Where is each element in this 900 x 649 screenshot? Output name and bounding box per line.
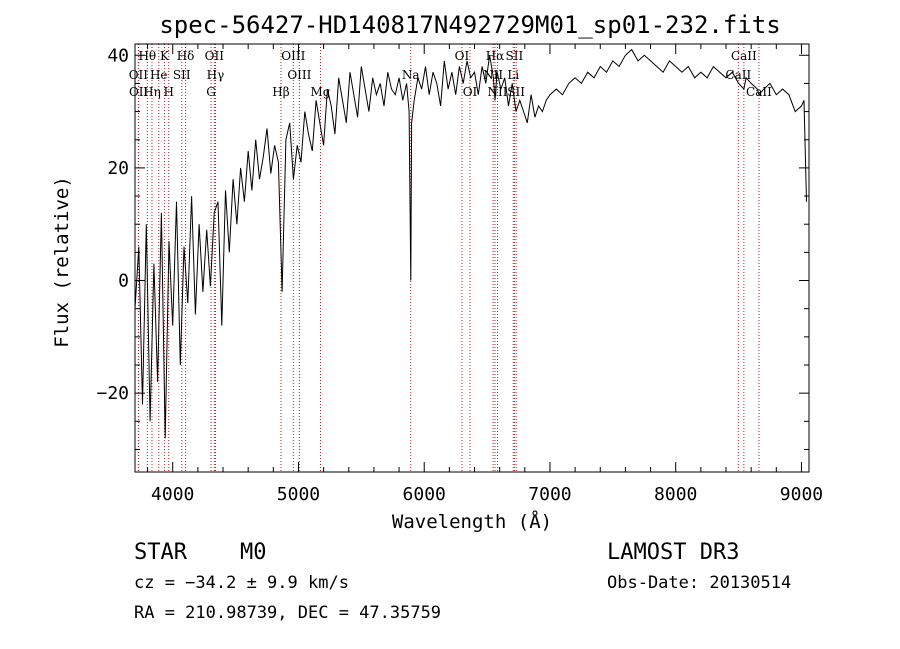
y-axis-ticks: −20 0 20 40 (96, 45, 809, 450)
line-marker-label: OII (129, 68, 149, 82)
line-marker-label: Hθ (138, 49, 156, 63)
spectrum-chart: spec-56427-HD140817N492729M01_sp01-232.f… (51, 11, 823, 533)
line-marker-label: OII (129, 85, 149, 99)
line-marker-label: Hδ (177, 49, 195, 63)
y-axis-label: Flux (relative) (51, 176, 73, 348)
coordinates-info: RA = 210.98739, DEC = 47.35759 (134, 603, 442, 623)
object-type: STAR (134, 540, 187, 565)
line-marker-label: K (160, 49, 170, 63)
x-tick-label: 5000 (277, 484, 320, 505)
line-marker-label: CaII (746, 85, 772, 99)
line-marker-label: He (150, 68, 168, 82)
y-tick-label: 0 (118, 271, 129, 292)
line-marker-label: OIII (281, 49, 305, 63)
line-marker-label: OI (455, 49, 470, 63)
spectral-subclass: M0 (240, 540, 267, 565)
y-tick-label: 20 (107, 158, 129, 179)
emission-line-markers (137, 44, 760, 472)
line-marker-label: G (206, 85, 216, 99)
observation-date: Obs-Date: 20130514 (607, 573, 792, 593)
line-marker-label: Na (402, 68, 420, 82)
survey-name: LAMOST DR3 (607, 540, 740, 565)
line-marker-label: Hγ (207, 68, 225, 82)
y-tick-label: 40 (107, 45, 129, 66)
line-marker-label: H (163, 85, 173, 99)
x-axis-label: Wavelength (Å) (392, 510, 552, 533)
chart-title: spec-56427-HD140817N492729M01_sp01-232.f… (159, 11, 780, 39)
line-marker-label: CaII (731, 49, 757, 63)
x-tick-label: 4000 (151, 484, 194, 505)
redshift-info: cz = −34.2 ± 9.9 km/s (134, 573, 349, 593)
line-marker-label: OIII (287, 68, 311, 82)
line-marker-label: Mg (310, 85, 330, 99)
flux-series-line (134, 48, 807, 439)
line-marker-label: SII (173, 68, 191, 82)
y-tick-label: −20 (96, 383, 129, 404)
x-tick-label: 9000 (780, 484, 823, 505)
line-marker-label: CaII (725, 68, 751, 82)
line-marker-label: Hη (143, 85, 161, 99)
line-marker-label: Li (507, 68, 519, 82)
line-marker-label: NII (488, 85, 508, 99)
x-tick-label: 6000 (403, 484, 446, 505)
line-marker-label: SII (506, 49, 524, 63)
line-marker-label: OI (463, 85, 478, 99)
line-marker-label: Hβ (272, 85, 289, 99)
line-marker-label: OII (205, 49, 225, 63)
plot-frame (134, 43, 810, 473)
x-axis-ticks: 4000 5000 6000 7000 8000 9000 (147, 44, 823, 505)
x-tick-label: 7000 (528, 484, 571, 505)
x-tick-label: 8000 (654, 484, 697, 505)
